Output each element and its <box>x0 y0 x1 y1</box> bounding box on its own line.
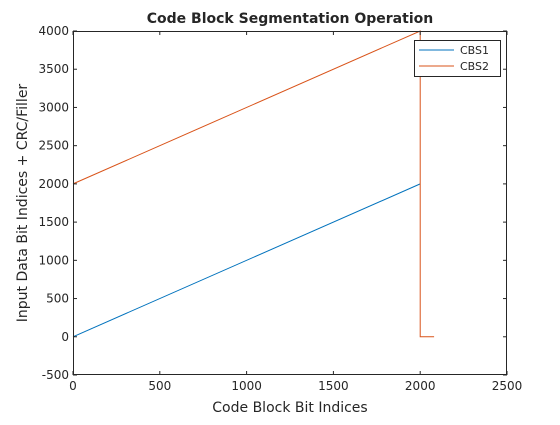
y-tick-label: 4000 <box>38 24 69 38</box>
y-tick-label: 0 <box>61 330 69 344</box>
legend-box <box>414 40 501 77</box>
y-tick-label: -500 <box>42 368 69 382</box>
x-axis-label: Code Block Bit Indices <box>212 400 367 416</box>
x-tick-label: 0 <box>69 379 77 393</box>
axes-box <box>73 31 507 375</box>
series-layer <box>72 30 435 338</box>
y-axis-label: Input Data Bit Indices + CRC/Filler <box>15 84 31 323</box>
legend-label-cbs2: CBS2 <box>460 60 489 73</box>
series-line-cbs1 <box>72 183 421 338</box>
x-tick-label: 500 <box>148 379 171 393</box>
y-tick-label: 3500 <box>38 62 69 76</box>
y-tick-label: 2500 <box>38 139 69 153</box>
axes-layer: 0 500 1000 1500 2000 2500-5000500100015002000… <box>38 24 522 393</box>
y-tick-label: 1000 <box>38 253 69 267</box>
x-tick-label: 1500 <box>318 379 349 393</box>
y-tick-label: 2000 <box>38 177 69 191</box>
legend-label-cbs1: CBS1 <box>460 44 489 57</box>
plot-area <box>73 31 507 375</box>
x-tick-label: 2500 <box>492 379 523 393</box>
chart-title: Code Block Segmentation Operation <box>147 11 433 27</box>
legend: CBS1 CBS2 <box>414 40 501 77</box>
y-tick-label: 500 <box>46 292 69 306</box>
series-line-cbs2 <box>72 30 435 338</box>
y-tick-label: 3000 <box>38 100 69 114</box>
x-tick-label: 2000 <box>405 379 436 393</box>
x-tick-label: 1000 <box>231 379 262 393</box>
y-tick-label: 1500 <box>38 215 69 229</box>
